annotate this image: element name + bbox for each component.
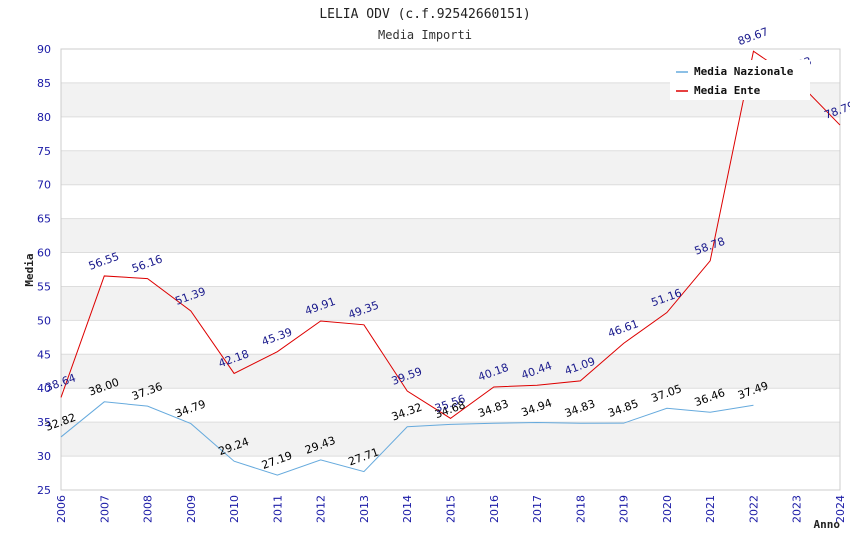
grid-band xyxy=(61,150,840,185)
grid-band xyxy=(61,422,840,457)
y-tick-label: 85 xyxy=(37,77,51,90)
data-label-media-nazionale: 34.83 xyxy=(563,397,597,420)
x-tick-label: 2008 xyxy=(142,495,155,523)
x-tick-label: 2014 xyxy=(401,495,414,523)
y-tick-label: 70 xyxy=(37,179,51,192)
x-axis-ticks: 2006 2007 2008 2009 2010 2011 2012 2013 2014 2015… xyxy=(55,495,847,523)
x-tick-label: 2016 xyxy=(488,495,501,523)
legend-label-ente: Media Ente xyxy=(694,84,761,97)
y-axis-ticks: 25 30 35 40 45 50 55 60 65 70 75 80 85 90 xyxy=(37,43,51,497)
x-tick-label: 2022 xyxy=(747,495,760,523)
data-label-media-ente: 56.16 xyxy=(130,252,164,275)
x-tick-label: 2011 xyxy=(271,495,284,523)
x-tick-label: 2018 xyxy=(574,495,587,523)
chart-title: LELIA ODV (c.f.92542660151) xyxy=(319,7,530,22)
x-tick-label: 2006 xyxy=(55,495,68,523)
x-tick-label: 2024 xyxy=(834,495,847,523)
x-tick-label: 2019 xyxy=(618,495,631,523)
y-tick-label: 45 xyxy=(37,348,51,361)
x-tick-label: 2010 xyxy=(228,495,241,523)
legend-box xyxy=(670,60,810,100)
x-tick-label: 2015 xyxy=(445,495,458,523)
x-axis-title: Anno xyxy=(814,518,841,531)
x-tick-label: 2020 xyxy=(661,495,674,523)
grid-band xyxy=(61,218,840,253)
data-label-media-ente: 89.67 xyxy=(736,25,770,48)
data-label-media-ente: 45.39 xyxy=(260,325,294,348)
legend-label-nazionale: Media Nazionale xyxy=(694,65,794,78)
y-tick-label: 75 xyxy=(37,145,51,158)
chart-subtitle: Media Importi xyxy=(378,28,472,42)
data-label-media-nazionale: 34.79 xyxy=(173,397,207,420)
y-tick-label: 50 xyxy=(37,314,51,327)
grid-band xyxy=(61,354,840,389)
data-label-media-nazionale: 34.94 xyxy=(520,396,554,419)
y-tick-label: 65 xyxy=(37,213,51,226)
data-label-media-nazionale: 36.46 xyxy=(693,386,727,409)
x-tick-label: 2007 xyxy=(98,495,111,523)
series-line-media-ente xyxy=(60,50,841,419)
x-tick-label: 2023 xyxy=(791,495,804,523)
y-tick-label: 30 xyxy=(37,450,51,463)
series-lines xyxy=(60,50,841,476)
data-label-media-nazionale: 34.32 xyxy=(390,401,424,424)
x-tick-label: 2009 xyxy=(185,495,198,523)
y-tick-label: 35 xyxy=(37,416,51,429)
data-label-media-nazionale: 34.83 xyxy=(476,397,510,420)
y-tick-label: 80 xyxy=(37,111,51,124)
series-line-media-nazionale xyxy=(60,401,754,476)
x-tick-label: 2021 xyxy=(704,495,717,523)
y-tick-label: 55 xyxy=(37,280,51,293)
y-tick-label: 90 xyxy=(37,43,51,56)
plot-frame xyxy=(60,48,841,491)
x-tick-label: 2012 xyxy=(315,495,328,523)
y-tick-label: 25 xyxy=(37,484,51,497)
y-tick-label: 40 xyxy=(37,382,51,395)
grid-band xyxy=(61,286,840,321)
y-tick-label: 60 xyxy=(37,247,51,260)
x-tick-label: 2017 xyxy=(531,495,544,523)
x-tick-label: 2013 xyxy=(358,495,371,523)
data-label-media-ente: 56.55 xyxy=(87,250,121,273)
legend: Media Nazionale Media Ente xyxy=(670,60,810,100)
y-axis-title: Media xyxy=(23,253,36,286)
data-label-media-nazionale: 34.85 xyxy=(606,397,640,420)
